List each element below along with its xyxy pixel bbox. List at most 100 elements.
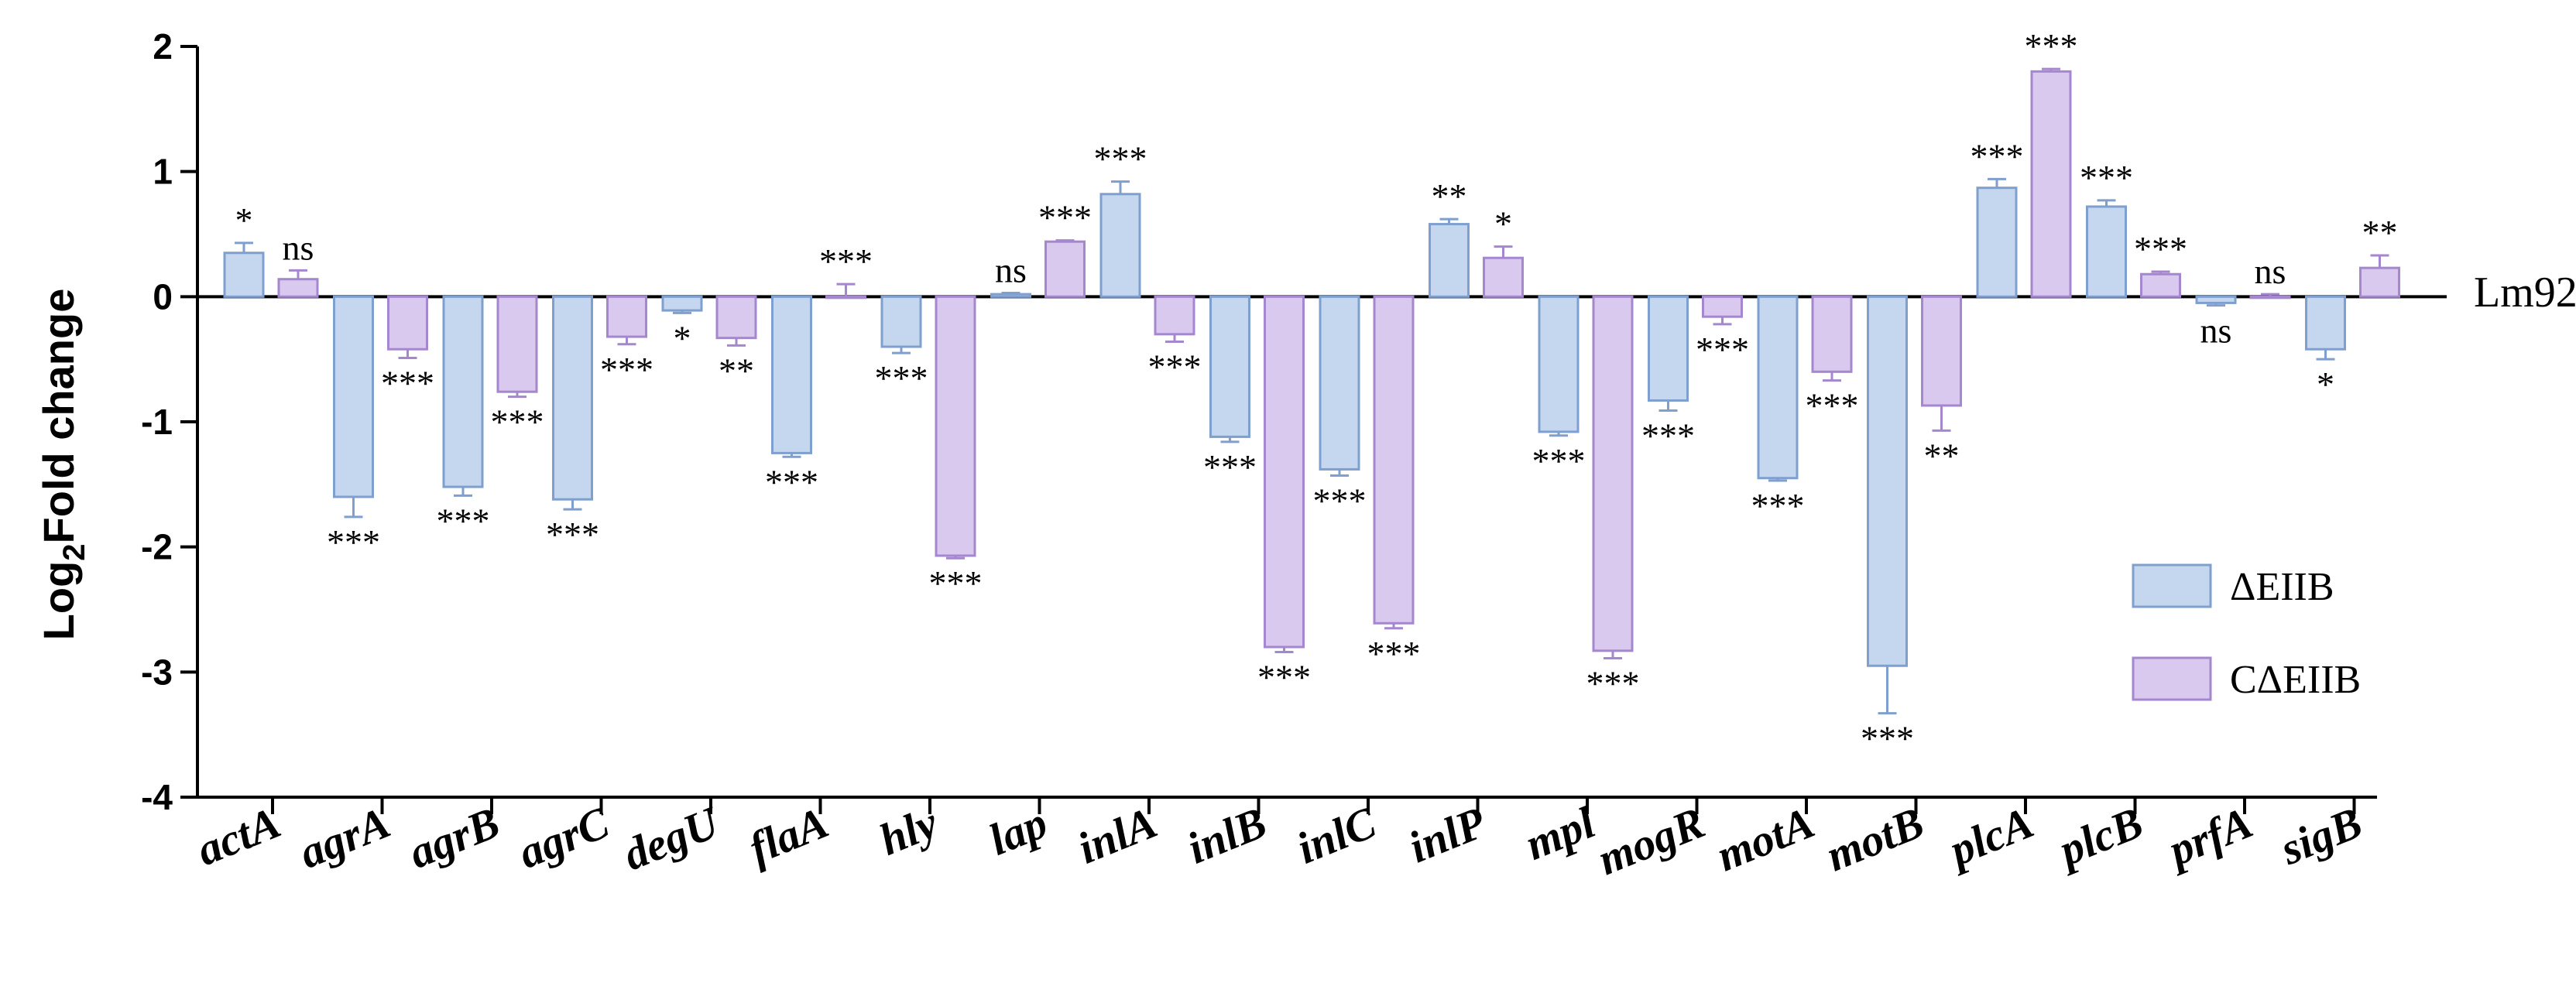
bar-prfA-s0 — [2195, 295, 2237, 304]
y-axis-title-rest: Fold change — [34, 289, 83, 544]
bar-motA-s1 — [1811, 295, 1853, 373]
x-tick-label-hly: hly — [873, 797, 945, 865]
bar-plcA-s0 — [1976, 187, 2018, 298]
chart-plot-area: 210-1-2-3-4 actA*nsagrA******agrB******ag… — [141, 26, 2447, 885]
bar-agrA-s0 — [333, 295, 374, 498]
y-tick-label: -2 — [141, 527, 173, 567]
bar-agrC-s1 — [606, 295, 647, 338]
significance-label-lap-s0: ns — [995, 250, 1027, 289]
bar-inlB-s0 — [1209, 295, 1250, 438]
significance-label-prfA-s1: ns — [2255, 252, 2286, 291]
significance-label-agrA-s1: *** — [381, 364, 434, 403]
significance-label-flaA-s1: *** — [819, 241, 873, 281]
bar-sigB-s1 — [2359, 266, 2400, 298]
significance-label-lap-s1: *** — [1038, 198, 1092, 238]
bar-mogR-s1 — [1702, 295, 1743, 318]
significance-label-degU-s1: ** — [719, 351, 754, 390]
y-tick-label: -4 — [141, 777, 173, 817]
legend-swatch-ceiib — [2132, 656, 2212, 701]
bar-agrA-s1 — [387, 295, 428, 351]
bar-mogR-s0 — [1648, 295, 1689, 402]
significance-label-inlC-s0: *** — [1313, 481, 1367, 521]
significance-label-plcB-s1: *** — [2134, 229, 2187, 269]
significance-label-agrC-s1: *** — [600, 350, 653, 389]
significance-label-degU-s0: * — [674, 318, 691, 358]
y-tick-label: 0 — [153, 276, 173, 317]
bar-inlC-s1 — [1373, 295, 1415, 625]
significance-label-prfA-s0: ns — [2200, 311, 2232, 351]
bar-prfA-s1 — [2249, 295, 2291, 300]
significance-label-actA-s1: ns — [283, 228, 314, 267]
bar-plcB-s0 — [2086, 205, 2127, 298]
bar-plcA-s1 — [2030, 70, 2072, 298]
significance-label-plcB-s0: *** — [2080, 158, 2133, 197]
significance-label-plcA-s0: *** — [1971, 136, 2024, 176]
y-axis-title-main: Log — [34, 561, 83, 641]
significance-label-mogR-s0: *** — [1641, 416, 1695, 455]
x-tick-label-agrC: agrC — [511, 796, 616, 878]
bar-plcB-s1 — [2140, 272, 2181, 298]
significance-label-agrA-s0: *** — [327, 522, 380, 562]
significance-label-mogR-s1: *** — [1696, 330, 1749, 369]
bar-degU-s0 — [661, 295, 703, 312]
bar-inlA-s1 — [1154, 295, 1195, 336]
significance-label-inlA-s1: *** — [1148, 347, 1202, 387]
significance-label-inlP-s0: ** — [1432, 176, 1467, 216]
significance-label-agrB-s0: *** — [437, 501, 490, 540]
x-tick-label-prfA: prfA — [2158, 797, 2259, 877]
significance-label-agrC-s0: *** — [546, 515, 599, 554]
significance-label-flaA-s0: *** — [765, 462, 818, 502]
bar-inlB-s1 — [1264, 295, 1305, 649]
bar-flaA-s1 — [825, 295, 866, 300]
bar-agrB-s1 — [496, 295, 538, 393]
legend-label-ceiib: CΔEIIB — [2230, 658, 2361, 702]
x-tick-label-motA: motA — [1710, 797, 1821, 882]
significance-label-mpl-s0: *** — [1532, 441, 1586, 481]
significance-label-motA-s1: *** — [1806, 386, 1859, 426]
bar-inlP-s0 — [1429, 223, 1470, 298]
x-tick-label-degU: degU — [616, 796, 728, 880]
x-tick-label-plcA: plcA — [1939, 797, 2040, 877]
bar-inlC-s0 — [1319, 295, 1360, 471]
significance-label-plcA-s1: *** — [2025, 26, 2078, 66]
significance-label-motB-s1: ** — [1924, 436, 1960, 475]
legend-label-eiib: ΔEIIB — [2230, 565, 2334, 609]
x-tick-label-actA: actA — [190, 797, 287, 875]
bar-agrB-s0 — [442, 295, 484, 488]
significance-label-inlC-s1: *** — [1367, 634, 1421, 673]
significance-label-sigB-s1: ** — [2362, 213, 2398, 252]
significance-label-actA-s0: * — [235, 200, 253, 240]
bar-mpl-s1 — [1592, 295, 1634, 652]
x-tick-label-agrA: agrA — [292, 797, 396, 878]
bar-flaA-s0 — [771, 295, 812, 454]
y-tick-label: -3 — [141, 652, 173, 692]
significance-label-inlP-s1: * — [1494, 204, 1512, 244]
x-tick-label-mogR: mogR — [1591, 797, 1712, 885]
bar-degU-s1 — [715, 295, 757, 340]
significance-label-inlB-s0: *** — [1203, 447, 1257, 487]
bar-lap-s0 — [990, 293, 1031, 298]
bar-hly-s0 — [880, 295, 922, 348]
bar-mpl-s0 — [1538, 295, 1580, 433]
x-tick-label-lap: lap — [982, 797, 1054, 865]
bar-agrC-s0 — [552, 295, 593, 501]
bar-inlA-s0 — [1099, 193, 1141, 298]
significance-label-hly-s0: *** — [875, 358, 928, 398]
significance-label-inlB-s1: *** — [1257, 657, 1311, 697]
x-tick-label-agrB: agrB — [402, 797, 506, 878]
bar-lap-s1 — [1044, 240, 1086, 298]
x-tick-label-plcB: plcB — [2049, 797, 2150, 877]
significance-label-agrB-s1: *** — [491, 402, 544, 442]
x-tick-label-mpl: mpl — [1518, 796, 1603, 869]
bar-hly-s1 — [935, 295, 976, 557]
y-axis-title: Log2Fold change — [34, 289, 91, 641]
legend-swatch-eiib — [2132, 563, 2212, 608]
significance-label-hly-s1: *** — [929, 563, 983, 603]
bar-motA-s0 — [1757, 295, 1799, 480]
bar-inlP-s1 — [1483, 256, 1524, 298]
y-tick-label: 1 — [153, 152, 173, 192]
y-tick-label: -1 — [141, 402, 173, 442]
bar-sigB-s0 — [2305, 295, 2346, 351]
significance-label-motA-s0: *** — [1751, 486, 1805, 526]
legend: ΔEIIB CΔEIIB — [2132, 563, 2361, 702]
